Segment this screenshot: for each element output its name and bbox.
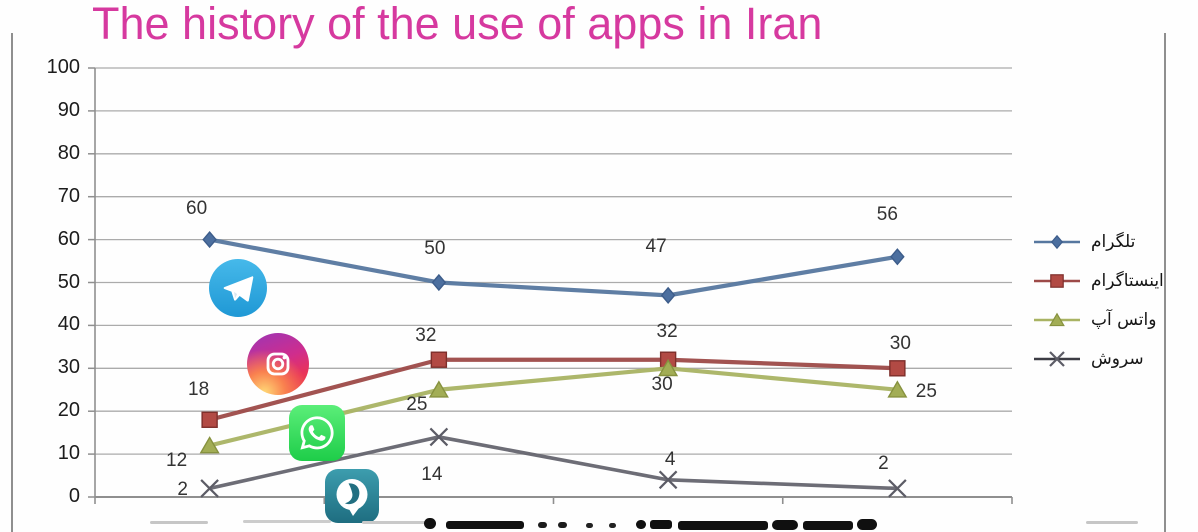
legend-marker-telegram-icon: [1034, 234, 1080, 249]
value-label-soroush-0: 2: [177, 479, 188, 501]
frame-left-border: [11, 33, 13, 532]
series-line-telegram: [209, 237, 898, 298]
y-axis-label-40: 40: [57, 313, 80, 336]
whatsapp-logo-icon: [289, 405, 345, 461]
marker-whatsapp-0: [199, 436, 220, 454]
y-axis-label-30: 30: [57, 356, 80, 379]
marker-telegram-3: [890, 248, 905, 266]
legend-marker-whatsapp-icon: [1034, 312, 1080, 326]
y-axis-label-70: 70: [57, 184, 80, 207]
legend-marker-soroush-icon: [1034, 350, 1080, 367]
y-axis-label-50: 50: [57, 270, 80, 293]
legend-label-instagram: اینستاگرام: [1091, 270, 1164, 291]
marker-whatsapp-1: [428, 380, 449, 398]
marker-whatsapp-3: [887, 380, 908, 398]
instagram-icon-background: [247, 333, 309, 395]
value-label-telegram-2: 47: [645, 236, 667, 258]
marker-instagram-0: [201, 411, 218, 428]
marker-soroush-3: [888, 479, 907, 498]
marker-instagram-3: [889, 360, 906, 377]
y-axis-label-90: 90: [57, 98, 80, 121]
marker-soroush-1: [429, 427, 449, 447]
value-label-instagram-2: 32: [656, 320, 678, 342]
y-axis-label-80: 80: [57, 141, 80, 164]
marker-telegram-2: [660, 286, 676, 304]
legend-label-telegram: تلگرام: [1091, 231, 1136, 252]
whatsapp-phone-icon: [289, 405, 345, 461]
frame-right-border: [1164, 33, 1166, 532]
value-label-telegram-0: 60: [186, 197, 208, 219]
marker-soroush-2: [658, 470, 678, 490]
value-label-instagram-1: 32: [415, 324, 437, 346]
legend-item-whatsapp: واتس آپ: [1032, 300, 1164, 339]
value-label-whatsapp-3: 25: [915, 380, 937, 402]
value-label-telegram-1: 50: [424, 237, 446, 259]
telegram-paper-plane-icon: [209, 259, 267, 317]
legend-label-whatsapp: واتس آپ: [1091, 309, 1157, 330]
value-label-whatsapp-0: 12: [166, 449, 188, 471]
telegram-logo-icon: [209, 259, 267, 317]
legend-item-telegram: تلگرام: [1032, 222, 1164, 261]
value-label-soroush-3: 2: [878, 453, 889, 475]
marker-whatsapp-2: [658, 358, 679, 377]
legend-item-soroush: سروش: [1032, 339, 1164, 378]
series-line-instagram: [209, 357, 898, 422]
series-line-soroush: [209, 435, 898, 491]
soroush-bubble-icon: [325, 469, 379, 523]
marker-telegram-0: [202, 231, 217, 249]
instagram-logo-icon: [247, 333, 309, 395]
legend-label-soroush: سروش: [1091, 348, 1144, 369]
value-label-telegram-3: 56: [876, 203, 898, 225]
y-axis-label-20: 20: [57, 399, 80, 422]
chart-title: The history of the use of apps in Iran: [92, 0, 823, 49]
y-axis-label-100: 100: [46, 56, 80, 79]
y-axis-label-10: 10: [57, 442, 80, 465]
y-axis-label-0: 0: [68, 485, 80, 508]
value-label-soroush-2: 4: [664, 448, 676, 470]
soroush-logo-icon: [325, 469, 379, 523]
marker-soroush-0: [200, 479, 219, 498]
y-axis-label-60: 60: [57, 227, 80, 250]
marker-telegram-1: [431, 273, 447, 292]
legend-marker-instagram-icon: [1034, 273, 1080, 288]
marker-instagram-1: [430, 351, 448, 368]
whatsapp-icon-background: [289, 405, 345, 461]
value-label-whatsapp-1: 25: [406, 393, 428, 415]
legend-item-instagram: اینستاگرام: [1032, 261, 1164, 300]
clipped-x-axis-labels: [0, 515, 1198, 532]
legend: تلگرام اینستاگرام واتس آپ سروش: [1032, 222, 1164, 378]
value-label-instagram-3: 30: [889, 333, 911, 355]
value-label-whatsapp-2: 30: [651, 374, 673, 396]
instagram-camera-icon: [247, 333, 309, 395]
value-label-instagram-0: 18: [188, 378, 210, 400]
value-label-soroush-1: 14: [421, 463, 443, 485]
